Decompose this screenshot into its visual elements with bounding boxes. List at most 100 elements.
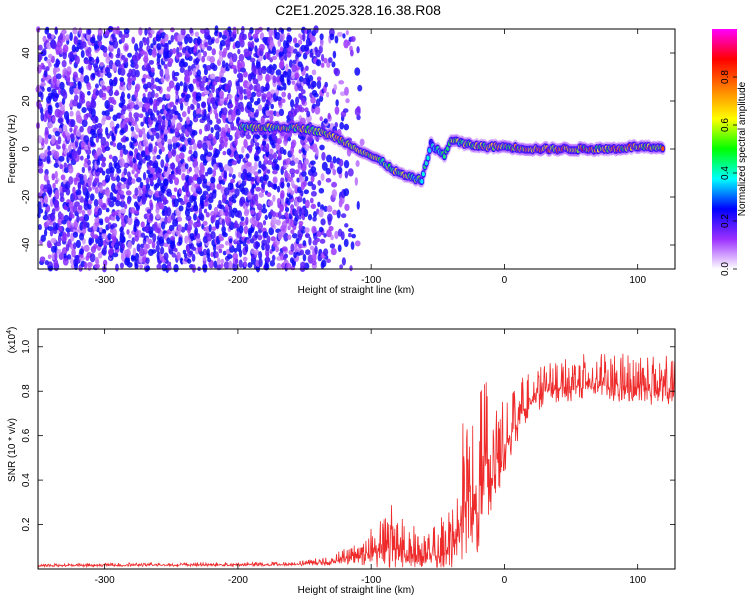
noise-cell xyxy=(128,68,133,77)
noise-cell xyxy=(307,134,313,144)
noise-cell xyxy=(159,202,165,210)
noise-cell xyxy=(73,36,79,45)
noise-cell xyxy=(243,225,249,235)
noise-cell xyxy=(116,175,121,183)
noise-cell xyxy=(81,166,86,174)
noise-cell xyxy=(61,97,66,105)
noise-cell xyxy=(218,236,225,242)
noise-cell xyxy=(104,216,110,224)
noise-cell xyxy=(145,265,151,272)
noise-cell xyxy=(257,73,263,81)
noise-cell xyxy=(123,124,129,133)
noise-cell xyxy=(65,34,70,41)
noise-cell xyxy=(343,123,350,131)
noise-cell xyxy=(186,201,192,208)
noise-cell xyxy=(63,253,67,259)
noise-cell xyxy=(249,57,256,63)
noise-cell xyxy=(323,205,328,212)
noise-cell xyxy=(95,56,100,65)
noise-cell xyxy=(111,227,117,237)
noise-cell xyxy=(168,80,175,89)
noise-cell xyxy=(248,144,253,153)
noise-cell xyxy=(192,130,198,136)
noise-cell xyxy=(57,136,62,145)
noise-cell xyxy=(209,73,216,80)
noise-cell xyxy=(222,150,227,156)
noise-cell xyxy=(271,211,277,218)
noise-cell xyxy=(270,216,277,226)
noise-cell xyxy=(214,37,220,44)
noise-cell xyxy=(238,259,243,269)
noise-cell xyxy=(138,254,144,264)
noise-cell xyxy=(222,232,228,238)
noise-cell xyxy=(176,251,181,261)
noise-cell xyxy=(287,92,292,100)
noise-cell xyxy=(276,96,283,102)
noise-cell xyxy=(166,261,172,266)
noise-cell xyxy=(43,70,48,78)
noise-cell xyxy=(310,166,317,173)
noise-cell xyxy=(153,160,159,169)
noise-cell xyxy=(266,192,272,198)
noise-cell xyxy=(81,119,88,128)
noise-cell xyxy=(220,76,227,84)
noise-cell xyxy=(193,213,197,221)
noise-cell xyxy=(255,82,261,93)
noise-cell xyxy=(228,103,234,109)
noise-cell xyxy=(93,65,100,73)
noise-cell xyxy=(290,243,295,252)
noise-cell xyxy=(303,158,309,165)
noise-cell xyxy=(160,75,165,84)
noise-cell xyxy=(165,93,171,100)
noise-cell xyxy=(276,185,281,193)
noise-cell xyxy=(108,104,114,110)
noise-cell xyxy=(280,189,285,199)
noise-cell xyxy=(195,92,202,100)
noise-cell xyxy=(195,222,202,228)
noise-cell xyxy=(146,64,151,71)
noise-cell xyxy=(255,109,260,116)
noise-cell xyxy=(99,61,104,67)
noise-cell xyxy=(134,116,139,122)
noise-cell xyxy=(91,72,96,79)
noise-cell xyxy=(344,86,349,96)
noise-cell xyxy=(72,186,76,195)
noise-cell xyxy=(154,93,159,98)
noise-cell xyxy=(104,31,110,37)
noise-cell xyxy=(85,113,90,118)
noise-cell xyxy=(95,256,99,264)
noise-cell xyxy=(104,187,110,197)
noise-cell xyxy=(228,166,234,175)
noise-cell xyxy=(326,154,332,163)
noise-cell xyxy=(286,182,291,188)
noise-cell xyxy=(131,237,135,245)
noise-cell xyxy=(35,84,42,93)
noise-cell xyxy=(343,159,350,169)
noise-cell xyxy=(289,160,296,166)
noise-cell xyxy=(211,38,215,44)
noise-cell xyxy=(332,209,338,216)
noise-cell xyxy=(189,219,194,227)
noise-cell xyxy=(192,204,199,212)
noise-cell xyxy=(239,93,244,101)
noise-cell xyxy=(98,167,104,174)
noise-cell xyxy=(299,249,305,256)
noise-cell xyxy=(227,79,233,89)
noise-cell xyxy=(268,182,274,188)
noise-cell xyxy=(180,58,185,64)
noise-cell xyxy=(278,86,284,91)
noise-cell xyxy=(97,40,103,47)
noise-cell xyxy=(96,147,102,156)
noise-cell xyxy=(58,101,63,108)
noise-cell xyxy=(157,64,162,70)
noise-cell xyxy=(47,226,54,232)
noise-cell xyxy=(254,142,260,147)
noise-cell xyxy=(300,162,307,172)
noise-cell xyxy=(279,74,285,83)
noise-cell xyxy=(309,245,315,251)
noise-cell xyxy=(47,62,52,68)
noise-cell xyxy=(145,243,150,249)
noise-cell xyxy=(197,52,202,59)
noise-cell xyxy=(264,214,268,221)
noise-cell xyxy=(285,63,289,72)
